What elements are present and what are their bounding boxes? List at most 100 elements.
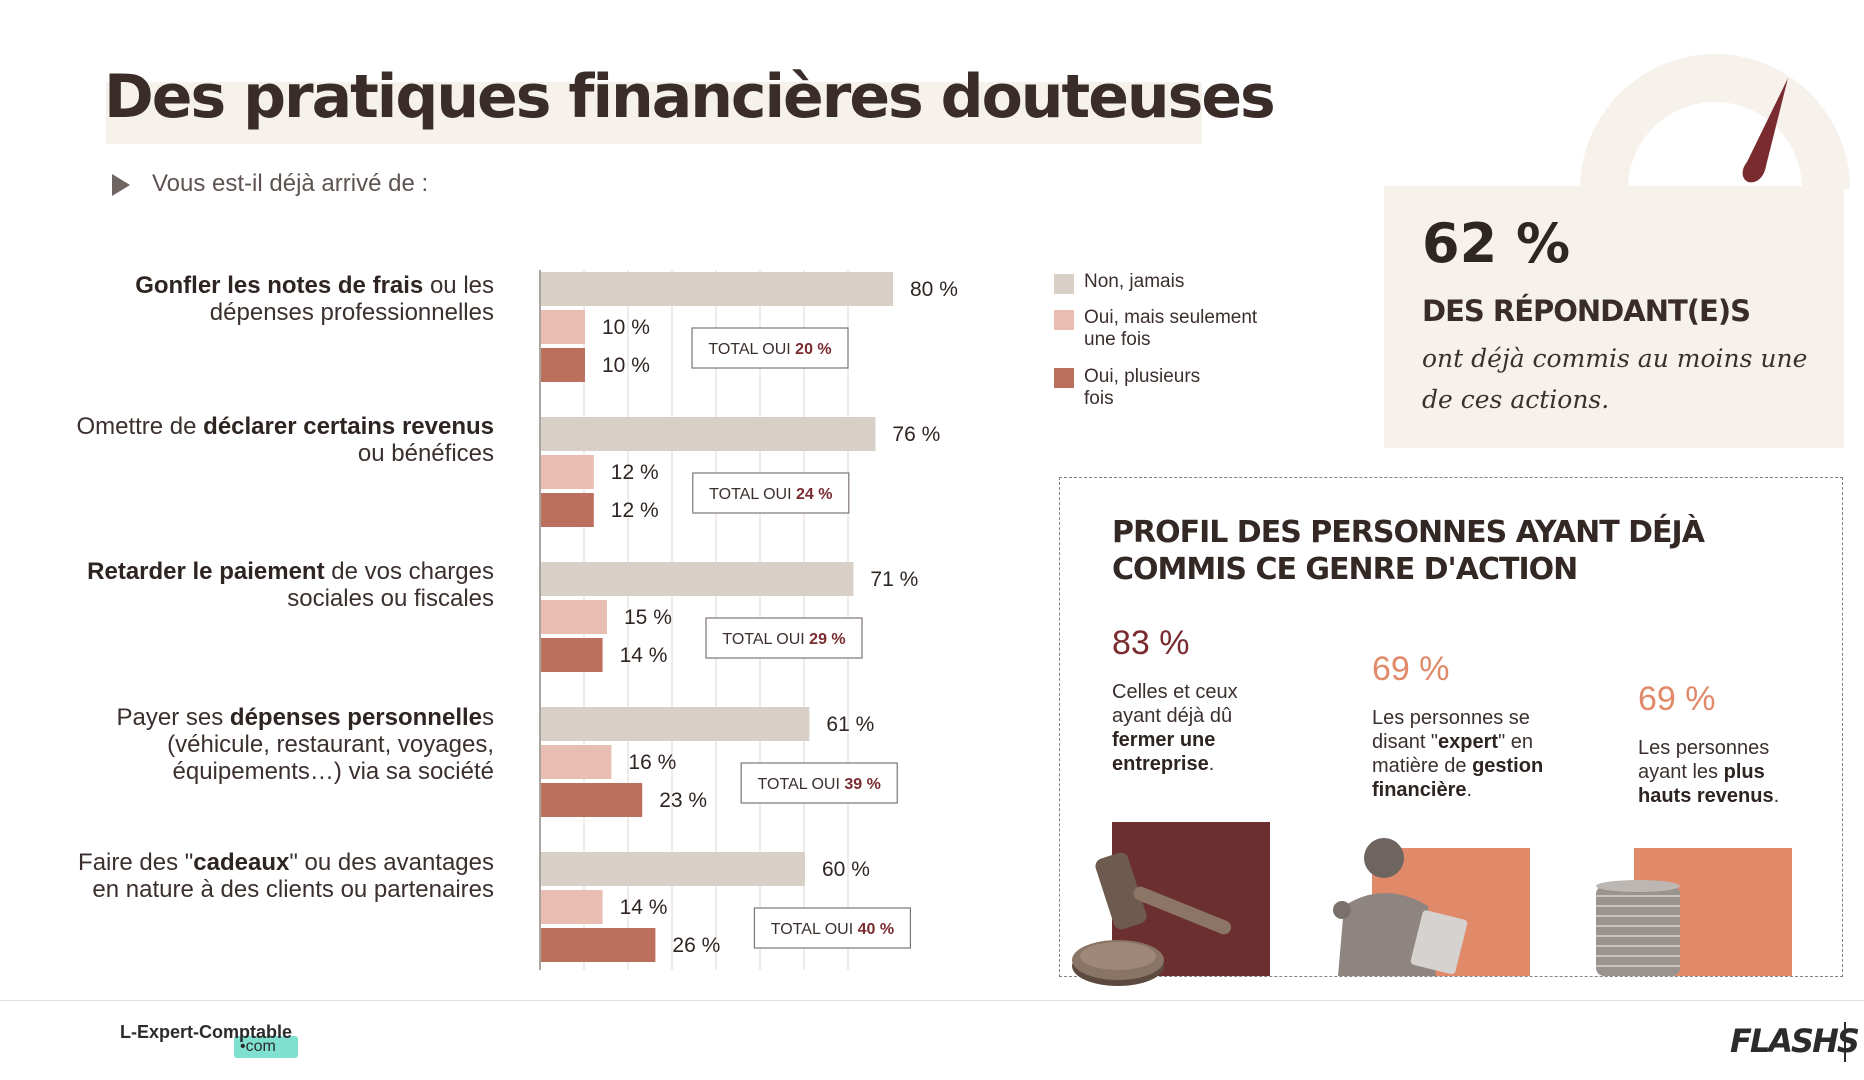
profile-3-value: 69 %	[1638, 680, 1716, 718]
profile-1-post: .	[1208, 753, 1215, 775]
bar	[541, 707, 810, 741]
total-label: TOTAL OUI 20 %	[708, 341, 831, 358]
total-value: 40 %	[858, 921, 894, 938]
total-box	[740, 762, 898, 804]
total-value: 29 %	[809, 631, 845, 648]
data-label: 60 %	[822, 858, 870, 881]
total-label: TOTAL OUI 39 %	[758, 776, 881, 793]
question-2-post: ou bénéfices	[357, 440, 494, 467]
legend-label-oui-plusieurs-fois: Oui, plusieurs fois	[1084, 366, 1201, 409]
data-label: 12 %	[611, 499, 659, 522]
total-value: 20 %	[795, 341, 831, 358]
question-label-1: Gonfler les notes de frais ou les dépens…	[54, 272, 494, 326]
total-box	[691, 327, 849, 369]
profile-3-pre: Les personnes ayant les	[1638, 737, 1770, 783]
legend-label-oui-une-fois: Oui, mais seulement une fois	[1084, 307, 1258, 350]
profile-1-pre: Celles et ceux ayant déjà dû	[1112, 681, 1238, 727]
question-4-post: s (véhicule, restaurant, voyages, équipe…	[167, 704, 494, 785]
profile-1-value: 83 %	[1112, 624, 1190, 662]
profile-3-bold: plus hauts revenus	[1638, 761, 1774, 807]
brand-tld-highlight	[234, 1036, 298, 1058]
profile-title: PROFIL DES PERSONNES AYANT DÉJÀ COMMIS C…	[1112, 515, 1705, 587]
coin-stack-icon	[1596, 880, 1680, 976]
total-label: TOTAL OUI 29 %	[722, 631, 845, 648]
question-4-bold: dépenses personnelle	[229, 704, 482, 731]
bar	[541, 348, 585, 382]
question-3-bold: Retarder le paiement	[87, 558, 325, 585]
question-3-post: de vos charges sociales ou fiscales	[287, 558, 494, 612]
profile-2-post: " en matière de	[1372, 731, 1533, 777]
stat-value: 62 %	[1422, 212, 1571, 275]
data-label: 10 %	[602, 354, 650, 377]
question-2-bold: déclarer certains revenus	[203, 413, 494, 440]
profile-2-text: Les personnes se disant "expert" en mati…	[1372, 706, 1572, 802]
data-label: 12 %	[611, 461, 659, 484]
data-label: 80 %	[910, 278, 958, 301]
logo-divider	[1844, 1022, 1846, 1062]
profile-2-value: 69 %	[1372, 650, 1450, 688]
profile-2-bold: expert	[1438, 731, 1499, 753]
data-label: 23 %	[659, 789, 707, 812]
total-box	[753, 907, 911, 949]
bar	[541, 852, 805, 886]
man-with-laptop-photo	[1333, 838, 1468, 976]
total-box	[705, 617, 863, 659]
profile-2-bold2: gestion financière	[1372, 755, 1544, 801]
play-arrow-icon	[112, 174, 130, 196]
bar	[541, 928, 656, 962]
profile-2-post2: .	[1466, 779, 1473, 801]
question-5-bold: cadeaux	[193, 849, 290, 876]
total-prefix: TOTAL OUI	[708, 341, 795, 358]
data-label: 16 %	[628, 751, 676, 774]
profile-2-pre: Les personnes se disant "	[1372, 707, 1530, 753]
question-5-post: " ou des avantages en nature à des clien…	[92, 849, 494, 903]
bar	[541, 745, 612, 779]
question-1-post: ou les dépenses professionnelles	[209, 272, 494, 326]
question-5-pre: Faire des "	[78, 849, 194, 876]
data-label: 14 %	[620, 644, 668, 667]
profile-3-text: Les personnes ayant les plus hauts reven…	[1638, 736, 1808, 808]
total-prefix: TOTAL OUI	[722, 631, 809, 648]
data-label: 10 %	[602, 316, 650, 339]
legend-swatch-non-jamais	[1054, 274, 1074, 294]
stat-card	[1384, 186, 1844, 448]
data-label: 71 %	[870, 568, 918, 591]
total-value: 24 %	[796, 486, 832, 503]
total-label: TOTAL OUI 40 %	[771, 921, 894, 938]
data-label: 14 %	[620, 896, 668, 919]
profile-box	[1059, 477, 1843, 977]
bar-chart-svg: 80 % 10 % 10 % TOTAL OUI 20 % 76 % 12 % 12 % TO…	[539, 270, 958, 970]
profile-1-bold: fermer une entreprise	[1112, 729, 1216, 775]
bar	[541, 310, 585, 344]
legend-label-non-jamais: Non, jamais	[1084, 271, 1185, 292]
question-label-4: Payer ses dépenses personnelles (véhicul…	[54, 704, 494, 785]
gavel-icon	[1072, 852, 1231, 986]
bar	[541, 600, 607, 634]
data-label: 26 %	[672, 934, 720, 957]
profile-1-text: Celles et ceux ayant déjà dû fermer une …	[1112, 680, 1282, 776]
gauge-icon	[1580, 54, 1850, 189]
legend-swatch-oui-une-fois	[1054, 310, 1074, 330]
bar	[541, 417, 876, 451]
total-label: TOTAL OUI 24 %	[709, 486, 832, 503]
bar	[541, 783, 643, 817]
bar-chart: 80 % 10 % 10 % TOTAL OUI 20 % 76 % 12 % 12 % TO…	[539, 270, 1040, 970]
subtitle: Vous est-il déjà arrivé de :	[152, 170, 429, 197]
question-label-5: Faire des "cadeaux" ou des avantages en …	[54, 849, 494, 903]
stat-description: ont déjà commis au moins une de ces acti…	[1422, 344, 1808, 414]
bar	[541, 272, 893, 306]
total-prefix: TOTAL OUI	[709, 486, 796, 503]
question-label-2: Omettre de déclarer certains revenus ou …	[54, 413, 494, 467]
question-2-pre: Omettre de	[76, 413, 204, 440]
title-highlight-band	[106, 82, 1202, 144]
bar	[541, 890, 603, 924]
stat-label: DES RÉPONDANT(E)S	[1422, 294, 1751, 328]
page-title: Des pratiques financières douteuses	[104, 62, 1276, 132]
profile-3-post: .	[1773, 785, 1780, 807]
brand-tld: •com	[240, 1038, 276, 1055]
data-label: 76 %	[892, 423, 940, 446]
bar	[541, 493, 594, 527]
data-label: 15 %	[624, 606, 672, 629]
brand-logo: L-Expert-Comptable	[120, 1022, 293, 1042]
question-4-pre: Payer ses	[116, 704, 230, 731]
